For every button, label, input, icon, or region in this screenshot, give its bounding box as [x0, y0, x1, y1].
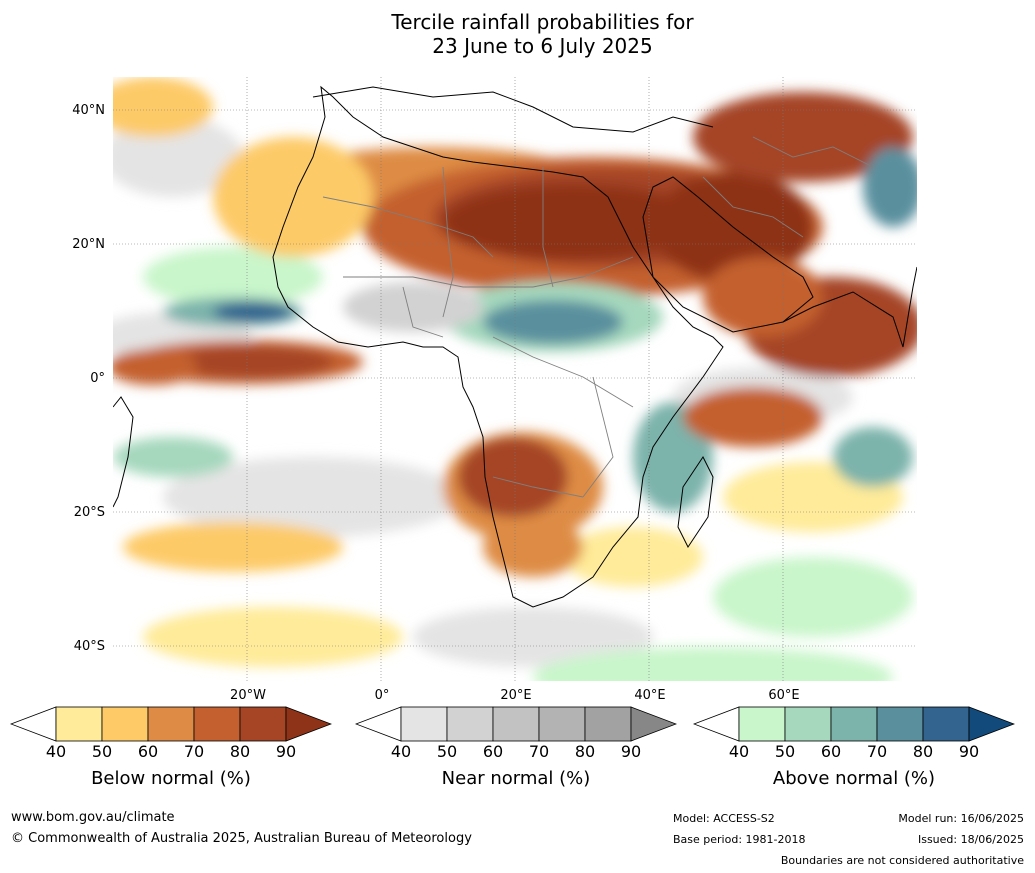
footer-copyright: © Commonwealth of Australia 2025, Austra…: [11, 831, 472, 846]
map-title: Tercile rainfall probabilities for 23 Ju…: [0, 10, 1035, 58]
colorbar-above-normal: [692, 706, 1016, 746]
lat-label-20s: 20°S: [73, 505, 105, 520]
cbar1-swatch-5: [239, 706, 287, 742]
lat-label-20n: 20°N: [72, 237, 105, 252]
cbar2-tick-50: 50: [436, 742, 458, 761]
cbar1-tick-80: 80: [229, 742, 251, 761]
cbar3-swatch-4: [876, 706, 924, 742]
cbar3-swatch-1: [738, 706, 786, 742]
cbar3-tick-50: 50: [774, 742, 796, 761]
colorbar-near-normal-graphic: [354, 706, 678, 742]
cbar2-swatch-1: [400, 706, 448, 742]
colorbar-below-normal: [9, 706, 333, 746]
footer-model-run: Model run: 16/06/2025: [898, 812, 1024, 825]
country-borders: [322, 136, 874, 498]
cbar1-over-arrow: [285, 706, 333, 742]
cbar2-tick-90: 90: [620, 742, 642, 761]
cbar3-over-arrow: [968, 706, 1016, 742]
cbar1-swatch-1: [55, 706, 103, 742]
footer-issued: Issued: 18/06/2025: [917, 833, 1024, 846]
cbar3-title: Above normal (%): [772, 768, 936, 789]
lat-label-0: 0°: [90, 371, 105, 386]
cbar2-title: Near normal (%): [441, 768, 591, 789]
cbar3-tick-60: 60: [820, 742, 842, 761]
lat-label-40n: 40°N: [72, 103, 105, 118]
footer-model: Model: ACCESS-S2: [673, 812, 775, 825]
title-line-2: 23 June to 6 July 2025: [432, 34, 653, 58]
cbar1-tick-90: 90: [275, 742, 297, 761]
cbar2-tick-80: 80: [574, 742, 596, 761]
lon-label-20w: 20°W: [230, 688, 266, 703]
title-line-1: Tercile rainfall probabilities for: [391, 10, 694, 34]
cbar2-tick-40: 40: [390, 742, 412, 761]
cbar1-title: Below normal (%): [91, 768, 251, 789]
cbar1-under-arrow: [9, 706, 57, 742]
probability-map: [113, 77, 917, 681]
cbar1-tick-70: 70: [183, 742, 205, 761]
cbar2-swatch-5: [584, 706, 632, 742]
footer-base-period: Base period: 1981-2018: [673, 833, 806, 846]
cbar3-tick-70: 70: [866, 742, 888, 761]
probability-fields: [113, 77, 917, 681]
cbar2-swatch-3: [492, 706, 540, 742]
cbar3-tick-90: 90: [958, 742, 980, 761]
cbar1-swatch-4: [193, 706, 241, 742]
cbar1-tick-40: 40: [45, 742, 67, 761]
footer-website-link[interactable]: www.bom.gov.au/climate: [11, 810, 175, 825]
map-canvas: [113, 77, 917, 681]
coastlines: [113, 85, 917, 608]
footer-disclaimer: Boundaries are not considered authoritat…: [780, 854, 1024, 867]
lat-label-40s: 40°S: [73, 639, 105, 654]
colorbar-below-normal-graphic: [9, 706, 333, 742]
cbar1-swatch-3: [147, 706, 195, 742]
cbar2-over-arrow: [630, 706, 678, 742]
lon-label-20e: 20°E: [500, 688, 532, 703]
cbar2-swatch-2: [446, 706, 494, 742]
lon-label-60e: 60°E: [768, 688, 800, 703]
cbar2-under-arrow: [354, 706, 402, 742]
cbar2-tick-60: 60: [482, 742, 504, 761]
cbar1-tick-50: 50: [91, 742, 113, 761]
cbar2-tick-70: 70: [528, 742, 550, 761]
colorbar-near-normal: [354, 706, 678, 746]
lon-label-40e: 40°E: [634, 688, 666, 703]
cbar3-swatch-2: [784, 706, 832, 742]
cbar3-swatch-5: [922, 706, 970, 742]
cbar3-under-arrow: [692, 706, 740, 742]
cbar3-tick-80: 80: [912, 742, 934, 761]
cbar2-swatch-4: [538, 706, 586, 742]
lon-label-0: 0°: [374, 688, 390, 703]
cbar1-tick-60: 60: [137, 742, 159, 761]
graticule: [113, 77, 917, 681]
cbar3-tick-40: 40: [728, 742, 750, 761]
colorbar-above-normal-graphic: [692, 706, 1016, 742]
cbar1-swatch-2: [101, 706, 149, 742]
cbar3-swatch-3: [830, 706, 878, 742]
